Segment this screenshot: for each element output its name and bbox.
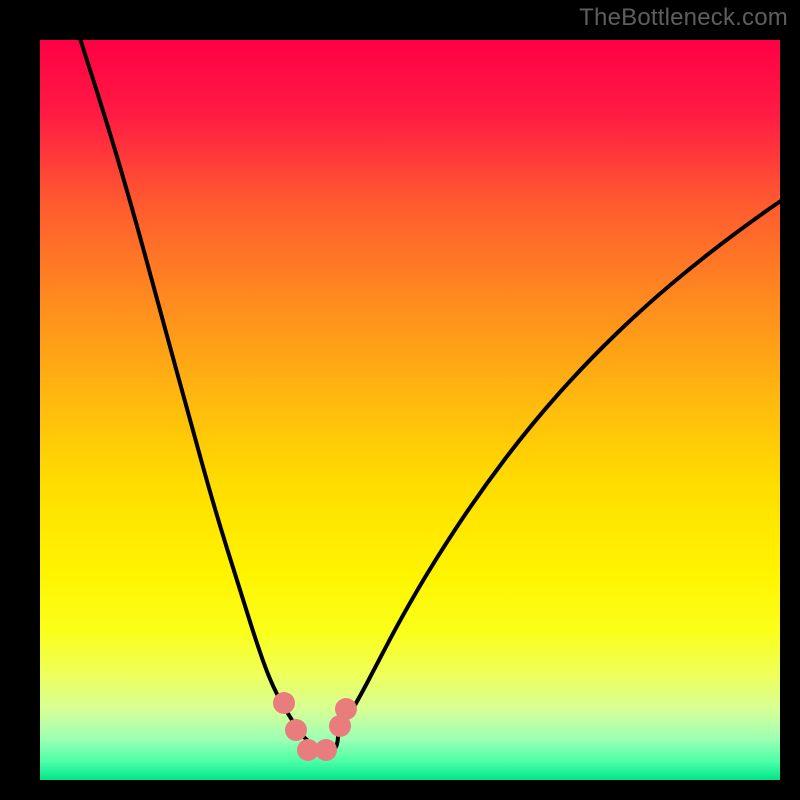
data-marker [315, 739, 337, 761]
data-marker [285, 719, 307, 741]
data-marker [273, 692, 295, 714]
plot-area [40, 40, 780, 780]
right-curve-path [338, 188, 780, 733]
data-marker [335, 698, 357, 720]
curve-layer [40, 40, 780, 780]
left-curve-path [74, 40, 307, 740]
chart-container: TheBottleneck.com [0, 0, 800, 800]
watermark-text: TheBottleneck.com [579, 4, 788, 32]
